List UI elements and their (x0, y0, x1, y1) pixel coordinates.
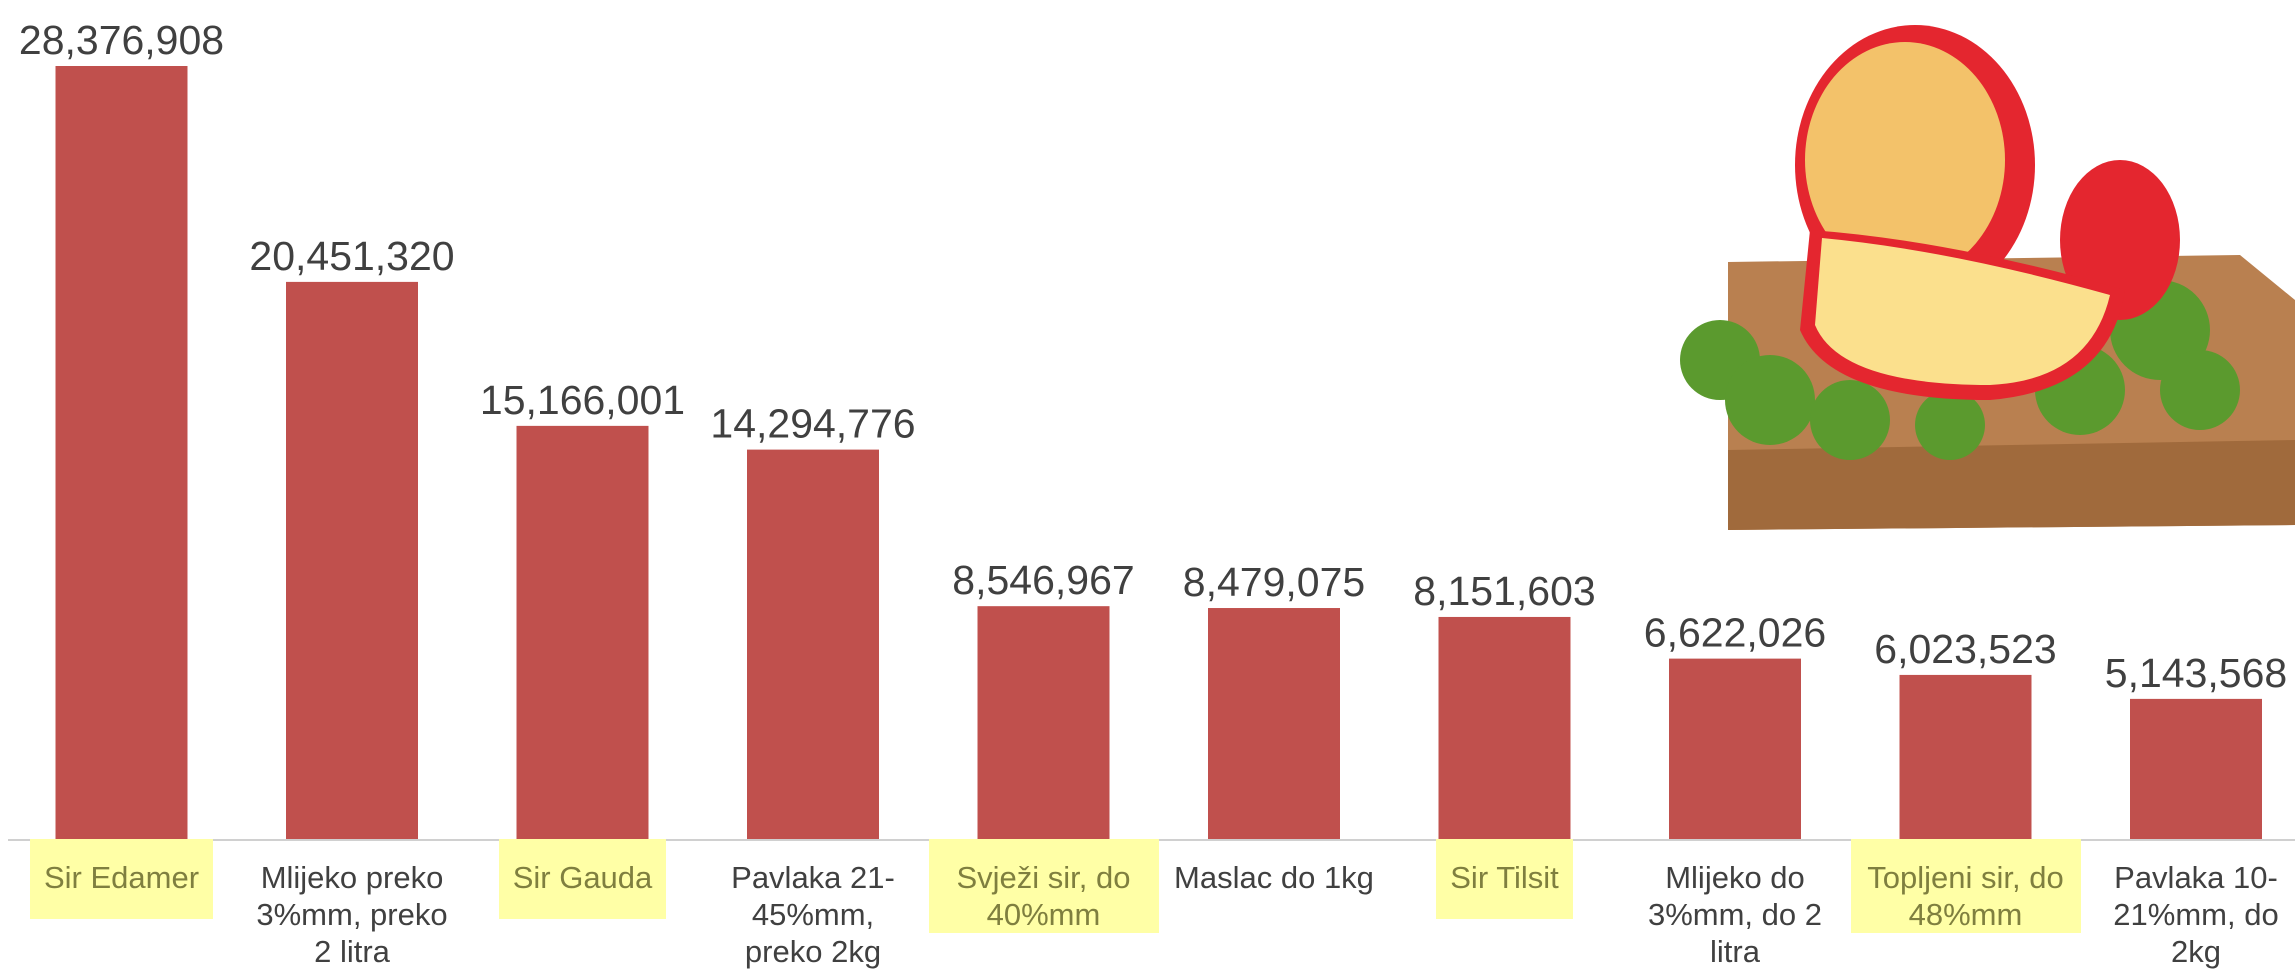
bar (1208, 608, 1340, 839)
value-label: 5,143,568 (2105, 650, 2287, 696)
category-label-box: Mlijeko preko 3%mm, preko 2 litra (237, 839, 467, 969)
value-label: 15,166,001 (480, 377, 685, 423)
value-label: 8,151,603 (1413, 568, 1595, 614)
x-tick-label: Sir Tilsit (1436, 839, 1573, 919)
x-tick-label: Maslac do 1kg (1174, 860, 1374, 895)
x-tick-label: Sir Gauda (498, 839, 667, 919)
category-label-box: Svježi sir, do 40%mm (928, 839, 1159, 933)
x-tick-label: Topljeni sir, do 48%mm (1850, 839, 2081, 933)
bar (516, 425, 649, 839)
value-label: 6,023,523 (1874, 626, 2056, 672)
bar (2130, 698, 2262, 839)
value-label: 20,451,320 (249, 233, 454, 279)
category-label-box: Topljeni sir, do 48%mm (1850, 839, 2081, 933)
bar (747, 449, 879, 839)
bar (55, 66, 188, 839)
cheese-image (1680, 25, 2295, 530)
category-label-box: Sir Gauda (468, 839, 698, 919)
category-label-box: Maslac do 1kg (1159, 839, 1389, 896)
value-label: 28,376,908 (19, 17, 224, 63)
bar (1899, 674, 2032, 839)
x-tick-label: Svježi sir, do 40%mm (928, 839, 1159, 933)
value-label: 8,479,075 (1183, 559, 1365, 605)
x-tick-label: Pavlaka 10-21%mm, do 2kg (2113, 860, 2279, 969)
value-label: 14,294,776 (710, 401, 915, 447)
category-label-box: Pavlaka 10-21%mm, do 2kg (2081, 839, 2295, 969)
bar (286, 281, 418, 839)
x-tick-label: Pavlaka 21-45%mm, preko 2kg (731, 860, 895, 969)
category-label-box: Sir Tilsit (1390, 839, 1620, 919)
x-tick-label: Mlijeko do 3%mm, do 2 litra (1647, 860, 1822, 969)
category-label-box: Pavlaka 21-45%mm, preko 2kg (698, 839, 928, 969)
category-label-box: Mlijeko do 3%mm, do 2 litra (1620, 839, 1850, 969)
value-label: 8,546,967 (952, 557, 1134, 603)
bar (1438, 616, 1571, 839)
bar (977, 606, 1110, 839)
x-tick-label: Mlijeko preko 3%mm, preko 2 litra (256, 860, 448, 969)
category-label-box: Sir Edamer (7, 839, 237, 919)
x-tick-label: Sir Edamer (29, 839, 214, 919)
value-label: 6,622,026 (1644, 610, 1826, 656)
bar (1669, 658, 1801, 839)
